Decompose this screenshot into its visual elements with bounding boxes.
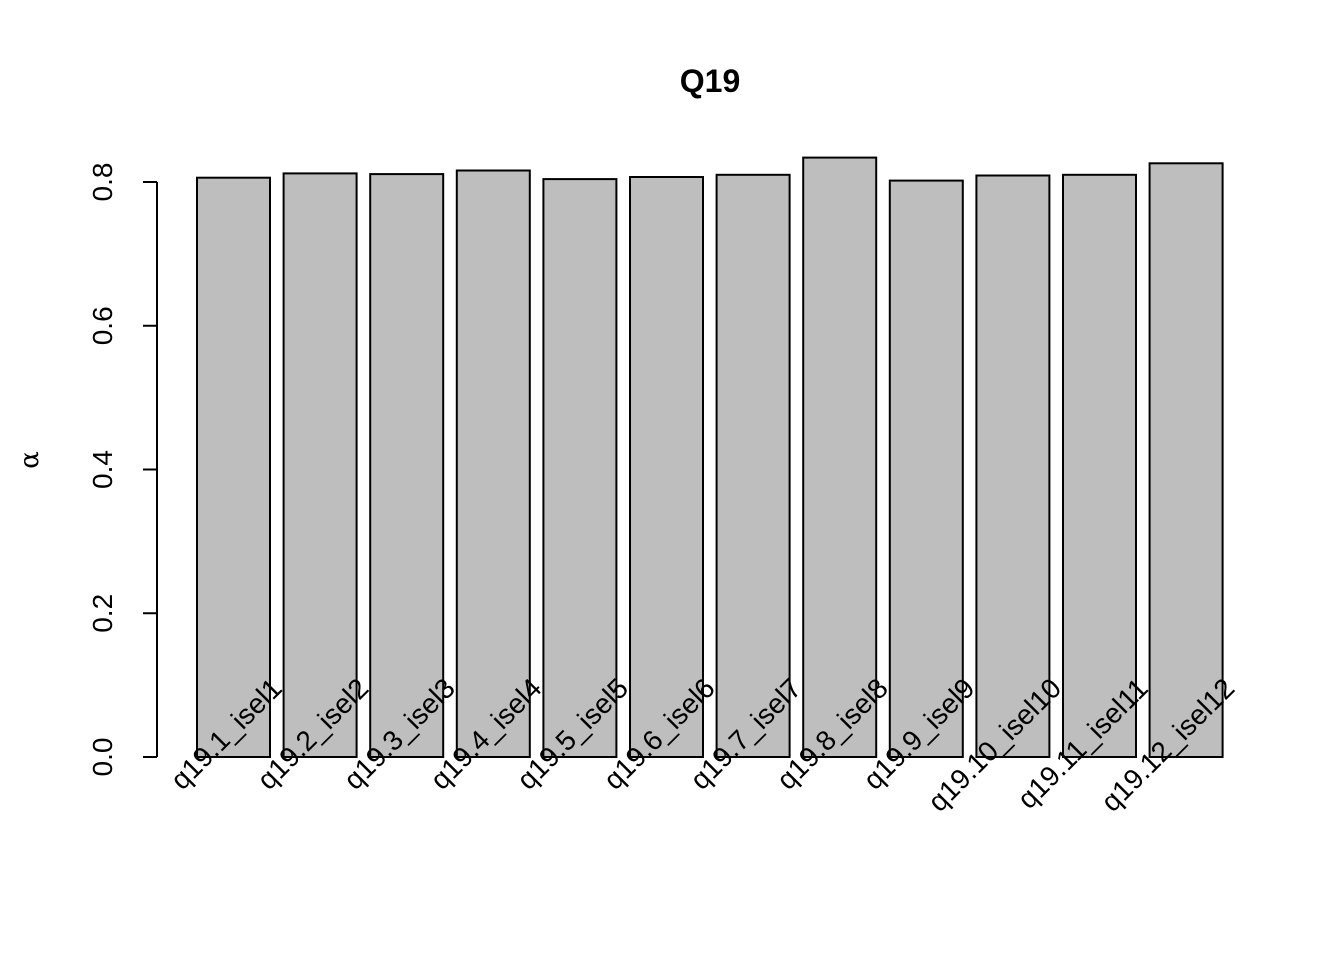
y-tick-label: 0.6 <box>87 306 118 345</box>
bar-q19.3_isel3 <box>369 173 445 759</box>
y-axis: 0.0 0.2 0.4 0.6 0.8 <box>87 163 158 777</box>
bar-q19.10_isel10 <box>975 174 1051 758</box>
bar-q19.1_isel1 <box>196 176 271 758</box>
y-axis-label: α <box>15 451 45 469</box>
bar-q19.6_isel6 <box>629 176 704 758</box>
chart-title: Q19 <box>680 63 740 99</box>
y-tick-label: 0.0 <box>87 738 118 777</box>
bar-q19.8_isel8 <box>802 156 878 759</box>
bar-q19.4_isel4 <box>455 169 531 758</box>
bars-group <box>196 156 1224 759</box>
y-tick-label: 0.4 <box>87 450 118 489</box>
bar-q19.12_isel12 <box>1148 162 1224 759</box>
bar-q19.7_isel7 <box>715 173 791 759</box>
bar-q19.2_isel2 <box>282 172 358 758</box>
y-tick-label: 0.2 <box>87 594 118 633</box>
y-tick-label: 0.8 <box>87 163 118 202</box>
bar-q19.11_isel11 <box>1062 173 1137 759</box>
bar-q19.5_isel5 <box>542 178 618 759</box>
bar-q19.9_isel9 <box>888 179 964 759</box>
